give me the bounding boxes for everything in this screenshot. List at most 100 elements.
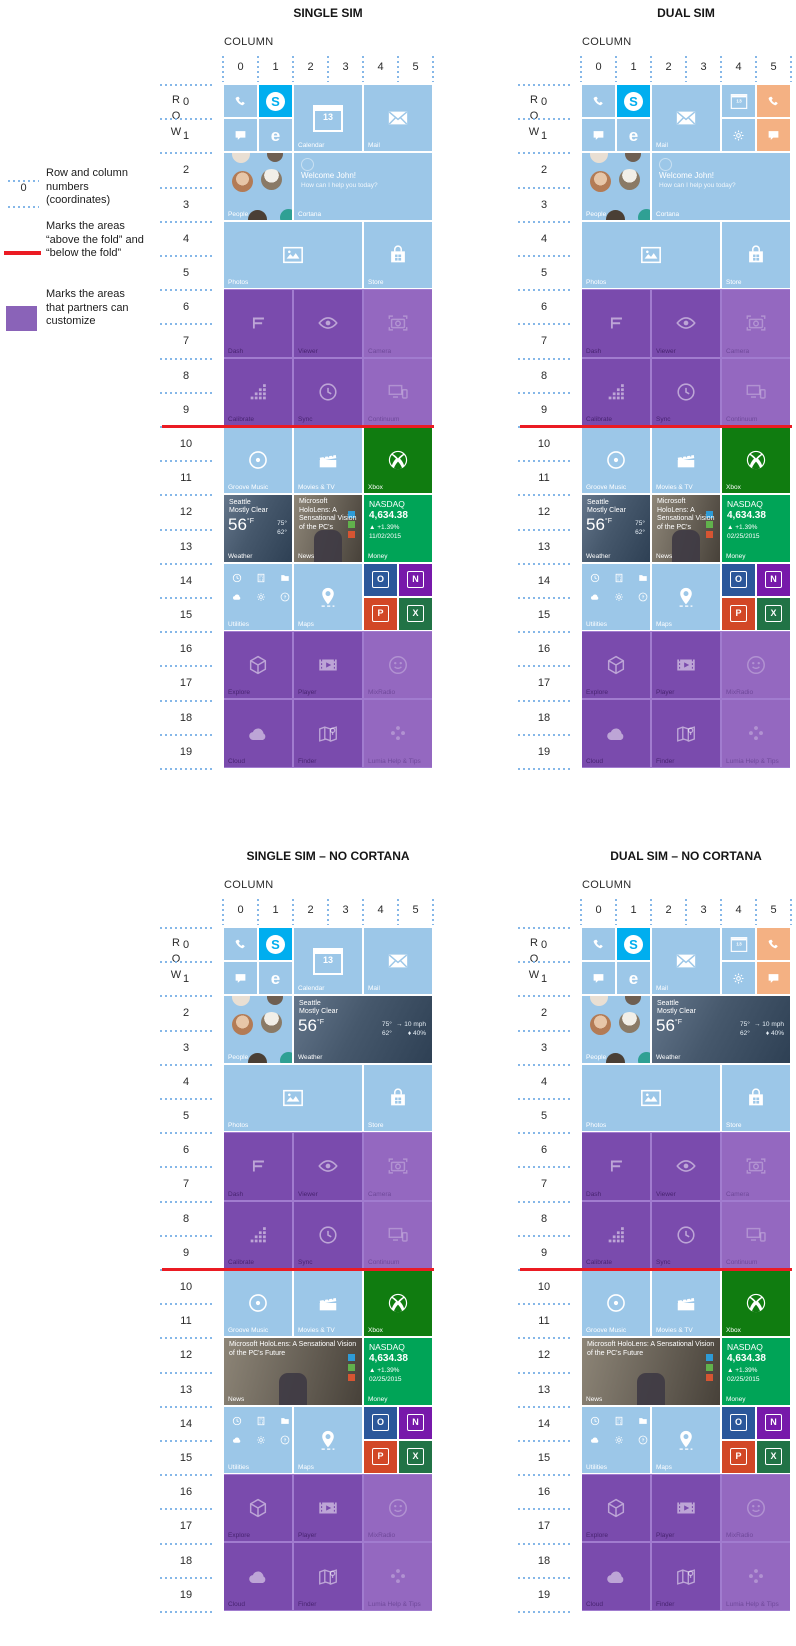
column-number: 0 [595,904,602,916]
tile-explore: Explore [224,632,292,699]
row-dotted-line [518,118,570,121]
weather-low: 62° [277,528,287,536]
player-icon [652,1475,720,1541]
row-number: 13 [537,540,551,553]
tile-outlook: O [722,563,755,596]
tile-label: Xbox [726,1327,741,1335]
money-index-value: 4,634.38 [727,1353,766,1365]
cloud-icon [582,1543,650,1609]
weather-temperature: 56°F [228,515,254,535]
tile-label: People [586,210,607,218]
tile-viewer: Viewer [294,1133,362,1200]
tile-label: Xbox [368,1327,383,1335]
tile-label: Cortana [298,210,322,218]
tile-label: Photos [586,279,607,287]
xbox-icon [364,427,432,493]
row-number: 6 [540,1144,548,1157]
mail-icon [652,85,720,151]
calendar-day: 13 [735,97,742,104]
row-number: 3 [182,198,190,211]
column-number: 5 [770,61,777,73]
store-icon [364,1065,432,1131]
tile-label: Store [368,279,384,287]
tile-label: Groove Music [586,1327,627,1335]
outlook-icon: O [364,1407,397,1439]
row-dotted-line [160,1371,212,1374]
news-photo-chip [706,521,713,529]
weather-city: Seattle [299,1000,321,1008]
row-dotted-line [518,1029,570,1032]
row-number: 14 [179,1417,193,1430]
mixradio-icon [364,1475,432,1541]
money-quote: NASDAQ 4,634.38 ▲ +1.39% 02/25/2015 [727,499,787,540]
column-number: 2 [307,61,314,73]
maps-icon [294,564,362,630]
tile-settings [722,962,755,995]
column-dotted-line [685,899,687,925]
column-dotted-line [790,899,792,925]
column-dotted-line [362,899,364,925]
alarm-icon [232,1416,246,1426]
row-number: 8 [182,369,190,382]
avatar [280,208,292,220]
tile-phone [582,928,615,961]
grid-title: DUAL SIM [657,6,715,20]
row-axis-label: ROW [528,94,540,138]
tile-label: Photos [586,1122,607,1130]
calendar-header-bar [731,94,746,97]
tile-explore: Explore [224,1475,292,1542]
row-number: 4 [540,1075,548,1088]
player-icon [652,632,720,698]
weather-condition: Mostly Clear [587,507,626,515]
row-dotted-line [518,84,570,86]
avatar [606,1052,625,1063]
tile-label: Player [298,689,317,697]
tile-label: Continuum [368,415,400,423]
tile-onenote: N [757,1406,790,1439]
money-index-value: 4,634.38 [727,510,766,522]
row-number: 1 [540,130,548,143]
row-dotted-line [518,220,570,223]
row-number: 19 [537,1588,551,1601]
row-dotted-line [160,118,212,121]
row-dotted-line [160,1440,212,1442]
avatar [590,996,608,1007]
row-dotted-line [518,1098,570,1100]
avatar [638,1051,650,1063]
office-letter: P [377,1451,384,1462]
skype-letter: S [271,93,280,109]
weather-humidity: ♦ 40% [407,1029,426,1037]
row-number: 15 [179,609,193,621]
news-photo-chip [348,1374,355,1382]
tile-label: Finder [656,1600,675,1608]
office-letter-box: X [765,605,782,623]
tile-calendar: 13 Calendar [294,85,362,152]
avatar [232,1014,253,1036]
skype-circle: S [624,91,643,111]
row-dotted-line [160,1611,212,1613]
row-dotted-line [160,733,212,736]
viewer-icon [652,290,720,356]
photos-icon [582,1065,720,1131]
tile-onenote: N [399,1406,432,1439]
row-dotted-line [160,597,212,599]
tile-dash: Dash [582,1133,650,1200]
row-dotted-line [518,597,570,599]
tile-phone [224,85,257,118]
office-letter: N [412,574,419,585]
row-number: 11 [180,1315,192,1328]
column-number: 2 [665,61,672,73]
row-number: 7 [540,1178,548,1191]
tile-cloud: Cloud [582,700,650,767]
camera-icon [364,290,432,356]
calendar-glyph: 13 [730,936,747,952]
row-dotted-line [518,631,570,634]
column-dotted-line [292,899,294,925]
skype-icon: S [617,928,650,960]
tile-weather4: Seattle Mostly Clear 56°F 75° 62° → 10 mph ♦ 4… [294,996,432,1063]
tile-excel: X [757,597,790,630]
row-dotted-line [518,1234,570,1237]
edge-icon: e [617,962,650,994]
row-number: 0 [182,96,190,108]
column-number: 1 [630,904,637,916]
